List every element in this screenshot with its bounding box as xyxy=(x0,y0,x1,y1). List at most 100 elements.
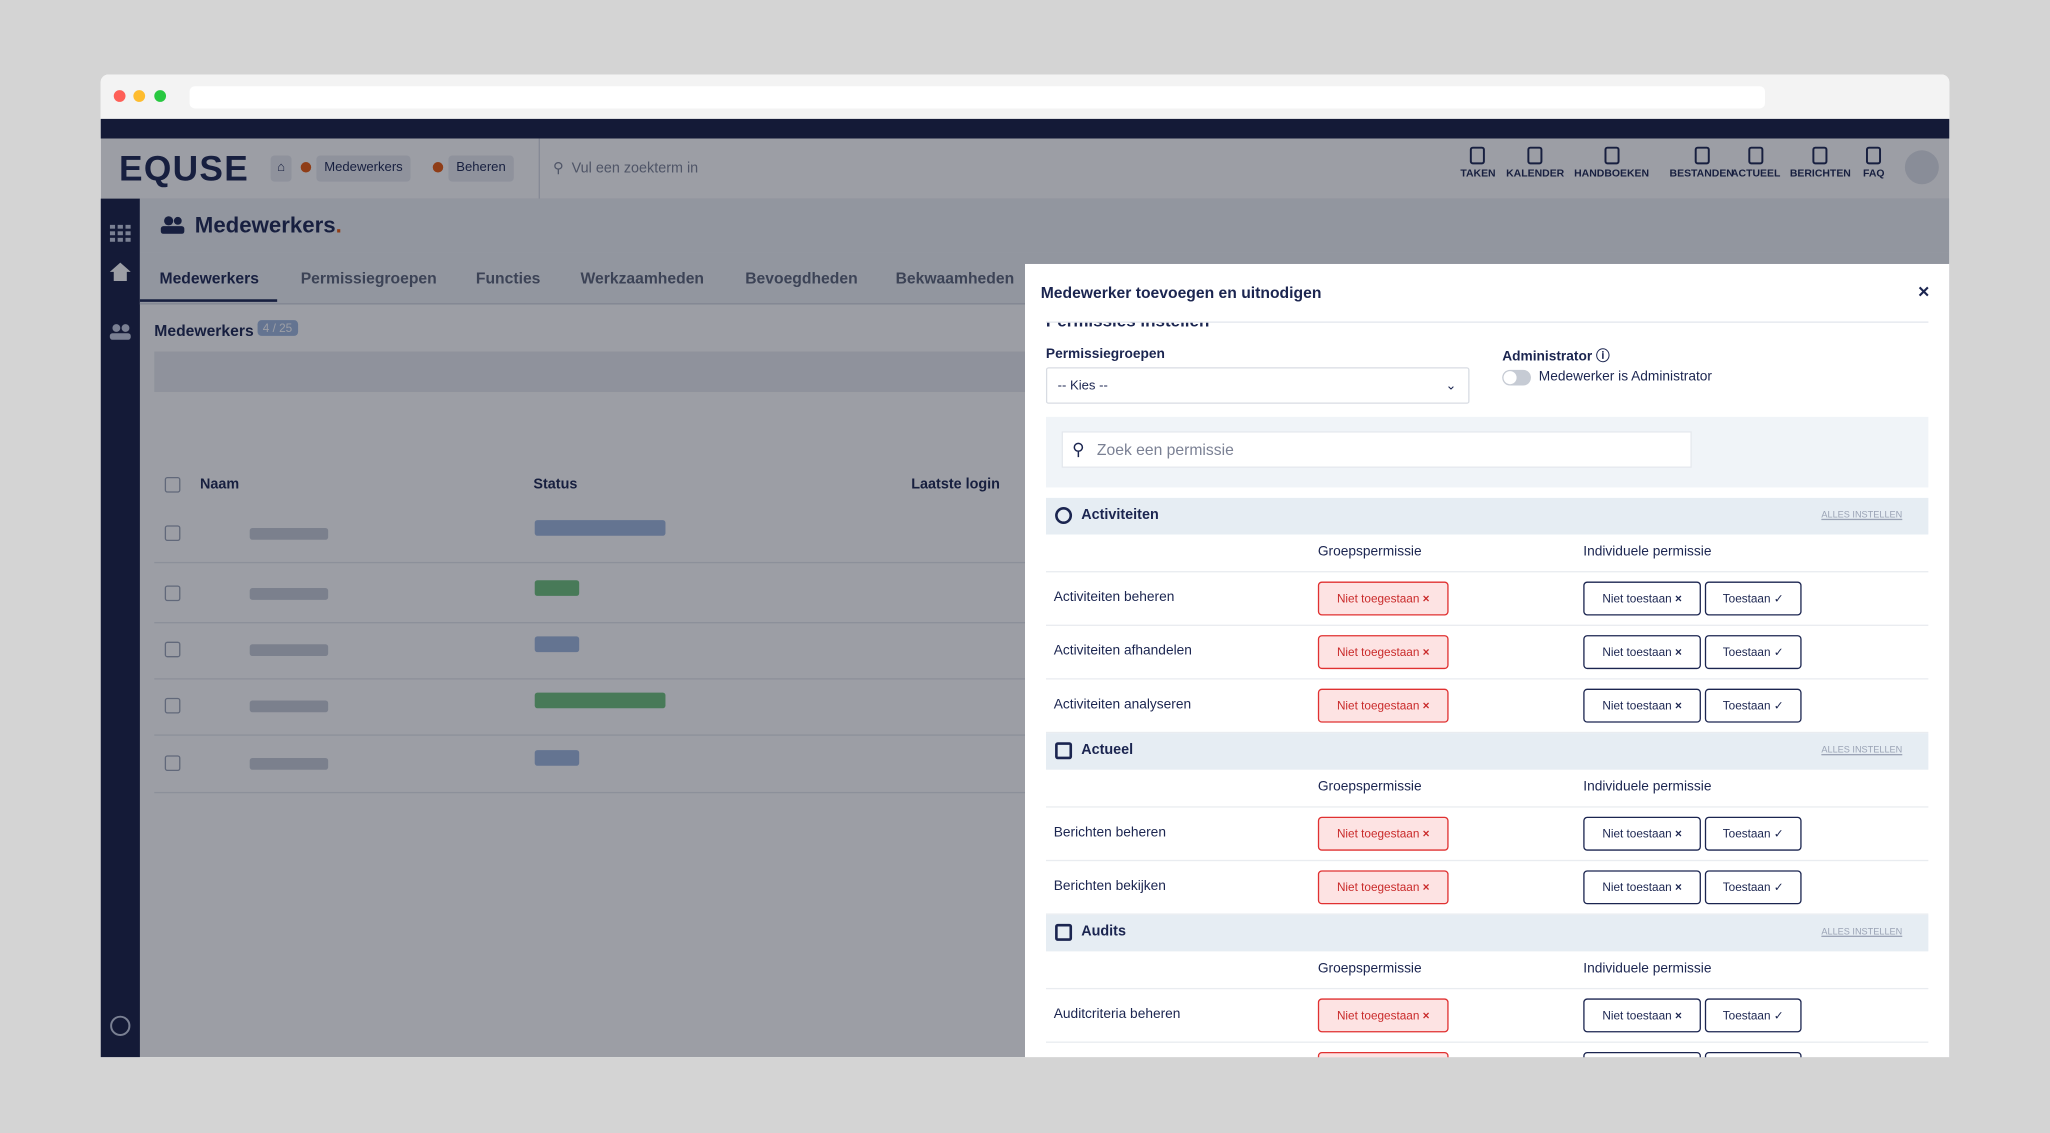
label: Niet toegestaan xyxy=(1336,645,1420,659)
tab[interactable]: Permissiegroepen xyxy=(300,269,437,288)
permission-row-cut xyxy=(1046,1043,1928,1058)
set-all[interactable]: ALLES INSTELLEN xyxy=(1821,510,1903,521)
allow-button[interactable] xyxy=(1704,1051,1802,1058)
groups-select[interactable]: -- Kies -- ⌄ xyxy=(1045,367,1470,404)
allow-button[interactable]: Toestaan ✓ xyxy=(1704,998,1802,1033)
deny-button[interactable]: Niet toestaan × xyxy=(1583,635,1701,670)
group-column: Groepspermissie xyxy=(1317,543,1422,560)
groups-label: Permissiegroepen xyxy=(1045,346,1165,362)
deny-button[interactable] xyxy=(1583,1051,1701,1058)
category-header[interactable]: Audits ALLES INSTELLEN xyxy=(1045,914,1929,952)
home-crumb[interactable]: ⌂ xyxy=(270,155,292,182)
label: Niet toestaan xyxy=(1602,591,1672,606)
app-header: EQUSE ⌂ Medewerkers Beheren ⚲ Vul een zo… xyxy=(100,138,1950,200)
minimize-dot[interactable] xyxy=(133,90,146,102)
apps-icon[interactable] xyxy=(109,224,131,243)
set-all[interactable]: ALLES INSTELLEN xyxy=(1821,927,1903,937)
group-status: Niet toegestaan × xyxy=(1317,870,1449,905)
admin-toggle-label[interactable]: Medewerker is Administrator xyxy=(1538,368,1712,385)
tab[interactable]: Bevoegdheden xyxy=(745,269,858,288)
admin-toggle[interactable] xyxy=(1502,369,1531,386)
check-icon: ✓ xyxy=(1770,591,1784,606)
home-icon[interactable] xyxy=(109,261,133,282)
tab[interactable]: Werkzaamheden xyxy=(580,269,705,288)
label: Niet toegestaan xyxy=(1336,827,1420,841)
label: Toestaan xyxy=(1722,645,1771,659)
name-placeholder xyxy=(249,527,329,540)
close-button[interactable]: × xyxy=(1917,280,1930,304)
nav-icon xyxy=(1694,146,1710,165)
page-title-bar: Medewerkers. xyxy=(139,198,1950,253)
header-search[interactable]: ⚲ Vul een zoekterm in xyxy=(538,138,1469,199)
nav-label: KALENDER xyxy=(1506,167,1565,180)
label: Niet toegestaan xyxy=(1336,591,1420,606)
allow-button[interactable]: Toestaan ✓ xyxy=(1704,870,1802,905)
category-header[interactable]: Actueel ALLES INSTELLEN xyxy=(1045,733,1929,770)
users-icon[interactable] xyxy=(109,323,133,341)
tab[interactable]: Medewerkers xyxy=(159,269,259,288)
deny-button[interactable]: Niet toestaan × xyxy=(1583,581,1701,616)
name-placeholder xyxy=(249,700,329,713)
row-checkbox[interactable] xyxy=(164,697,181,714)
category-header[interactable]: Activiteiten ALLES INSTELLEN xyxy=(1045,497,1929,535)
deny-button[interactable]: Niet toestaan × xyxy=(1583,998,1701,1033)
row-checkbox[interactable] xyxy=(164,641,181,658)
deny-button[interactable]: Niet toestaan × xyxy=(1583,816,1701,851)
permission-row: Berichten bekijken Niet toegestaan × Niet … xyxy=(1045,861,1929,915)
tab[interactable]: Functies xyxy=(475,269,541,288)
allow-button[interactable]: Toestaan ✓ xyxy=(1704,581,1802,616)
allow-button[interactable]: Toestaan ✓ xyxy=(1704,816,1802,851)
check-icon: ✓ xyxy=(1770,1008,1784,1022)
deny-button[interactable]: Niet toestaan × xyxy=(1583,688,1701,723)
permission-search[interactable]: ⚲ Zoek een permissie xyxy=(1061,431,1692,468)
allow-button[interactable]: Toestaan ✓ xyxy=(1704,688,1802,723)
permission-name: Activiteiten analyseren xyxy=(1053,696,1192,713)
x-icon: × xyxy=(1419,645,1430,659)
tab[interactable]: Bekwaamheden xyxy=(895,269,1015,288)
row-checkbox[interactable] xyxy=(164,755,181,772)
checkbox[interactable] xyxy=(164,476,181,493)
row-checkbox[interactable] xyxy=(164,525,181,542)
row-checkbox[interactable] xyxy=(164,585,181,602)
check-icon: ✓ xyxy=(1770,699,1784,713)
individual-column: Individuele permissie xyxy=(1583,543,1712,560)
nav-item[interactable]: HANDBOEKEN xyxy=(1574,146,1649,179)
nav-item[interactable]: BESTANDEN xyxy=(1670,146,1734,179)
logo[interactable]: EQUSE xyxy=(118,148,250,189)
help-icon[interactable] xyxy=(110,1015,131,1036)
category-icon xyxy=(1055,923,1073,941)
column-header[interactable]: Status xyxy=(533,476,578,493)
name-placeholder xyxy=(249,588,329,600)
allow-button[interactable]: Toestaan ✓ xyxy=(1704,635,1802,670)
row-divider xyxy=(154,561,1070,564)
deny-button[interactable]: Niet toestaan × xyxy=(1583,870,1701,905)
close-dot[interactable] xyxy=(113,90,126,102)
active-tab-underline xyxy=(139,299,278,302)
crumb[interactable]: Beheren xyxy=(448,155,514,182)
nav-item[interactable]: BERICHTEN xyxy=(1790,146,1851,179)
section-heading: Permissies instellen xyxy=(1046,323,1209,331)
status-placeholder xyxy=(534,580,580,596)
zoom-dot[interactable] xyxy=(154,90,167,102)
nav-item[interactable]: ACTUEEL xyxy=(1731,146,1780,179)
count-badge: 4 / 25 xyxy=(257,320,298,336)
url-bar[interactable] xyxy=(189,86,1765,109)
nav-label: ACTUEEL xyxy=(1730,167,1781,180)
column-header[interactable]: Naam xyxy=(200,476,240,493)
label: Niet toegestaan xyxy=(1336,1008,1420,1022)
x-icon: × xyxy=(1419,1008,1430,1022)
nav-item[interactable]: FAQ xyxy=(1863,146,1885,179)
nav-item[interactable]: KALENDER xyxy=(1506,146,1564,179)
label: Niet toestaan xyxy=(1602,699,1672,713)
search-icon: ⚲ xyxy=(1072,439,1085,459)
avatar[interactable] xyxy=(1904,150,1939,185)
category-name: Actueel xyxy=(1081,742,1134,758)
x-icon: × xyxy=(1671,827,1682,841)
nav-item[interactable]: TAKEN xyxy=(1460,146,1496,179)
column-header[interactable]: Laatste login xyxy=(911,476,1000,493)
crumb-separator xyxy=(300,162,312,173)
nav-icon xyxy=(1527,146,1543,165)
set-all[interactable]: ALLES INSTELLEN xyxy=(1821,746,1903,756)
select-value: -- Kies -- xyxy=(1057,378,1108,394)
crumb[interactable]: Medewerkers xyxy=(316,155,411,182)
